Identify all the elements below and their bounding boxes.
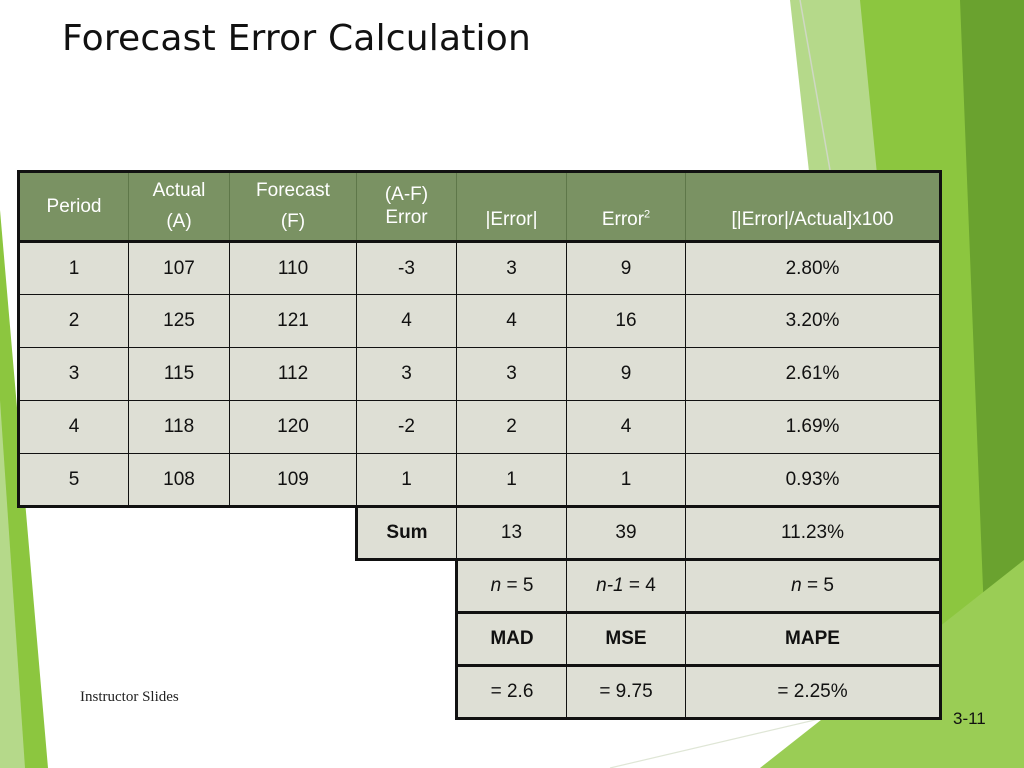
cell-error-squared: 16 [566, 294, 686, 348]
label-mad: MAD [455, 612, 567, 667]
cell-pct-error: 0.93% [685, 453, 942, 508]
header-actual: Actual (A) [128, 171, 230, 242]
result-row: = 2.6 = 9.75 = 2.25% [19, 665, 942, 720]
header-error: (A-F) Error [356, 171, 457, 242]
cell-error: 1 [356, 453, 457, 508]
cell-forecast: 121 [229, 294, 357, 348]
table-row: 2 125 121 4 4 16 3.20% [17, 294, 942, 348]
n-mad: n = 5 [455, 559, 567, 614]
cell-forecast: 120 [229, 400, 357, 454]
cell-pct-error: 2.80% [685, 240, 942, 295]
n-mse: n-1 = 4 [566, 559, 686, 614]
cell-abs-error: 1 [456, 453, 567, 508]
metric-label-row: MAD MSE MAPE [19, 612, 942, 667]
cell-pct-error: 2.61% [685, 347, 942, 401]
cell-period: 2 [17, 294, 129, 348]
label-mse: MSE [566, 612, 686, 667]
cell-period: 3 [17, 347, 129, 401]
cell-error: -2 [356, 400, 457, 454]
cell-error: -3 [356, 240, 457, 295]
left-green-stripe-light [0, 400, 25, 768]
cell-pct-error: 1.69% [685, 400, 942, 454]
cell-period: 4 [17, 400, 129, 454]
cell-forecast: 112 [229, 347, 357, 401]
cell-abs-error: 3 [456, 347, 567, 401]
sum-pct-error: 11.23% [685, 506, 942, 561]
cell-error-squared: 9 [566, 240, 686, 295]
blank-space [19, 613, 457, 666]
header-abs-error: |Error| [456, 171, 567, 242]
slide-title: Forecast Error Calculation [62, 18, 531, 59]
table-row: 1 107 110 -3 3 9 2.80% [17, 240, 942, 295]
table-row: 3 115 112 3 3 9 2.61% [17, 347, 942, 401]
sum-abs-error: 13 [456, 506, 567, 561]
sum-error-squared: 39 [566, 506, 686, 561]
cell-error-squared: 4 [566, 400, 686, 454]
footer-text: Instructor Slides [80, 689, 179, 705]
page-number: 3-11 [953, 709, 986, 728]
header-period: Period [17, 171, 129, 242]
sum-row: Sum 13 39 11.23% [19, 506, 942, 561]
n-row: n = 5 n-1 = 4 n = 5 [19, 559, 942, 614]
cell-error: 4 [356, 294, 457, 348]
result-mse: = 9.75 [566, 665, 686, 720]
table-row: 5 108 109 1 1 1 0.93% [17, 453, 942, 508]
label-mape: MAPE [685, 612, 942, 667]
cell-abs-error: 3 [456, 240, 567, 295]
header-pct-error: [|Error|/Actual]x100 [685, 171, 942, 242]
cell-period: 5 [17, 453, 129, 508]
header-error-squared: Error2 [566, 171, 686, 242]
cell-actual: 115 [128, 347, 230, 401]
header-forecast: Forecast (F) [229, 171, 357, 242]
cell-abs-error: 4 [456, 294, 567, 348]
table-row: 4 118 120 -2 2 4 1.69% [17, 400, 942, 454]
cell-actual: 118 [128, 400, 230, 454]
result-mad: = 2.6 [455, 665, 567, 720]
thin-diagonal-line [799, 0, 831, 171]
cell-actual: 108 [128, 453, 230, 508]
cell-abs-error: 2 [456, 400, 567, 454]
result-mape: = 2.25% [685, 665, 942, 720]
cell-error: 3 [356, 347, 457, 401]
cell-pct-error: 3.20% [685, 294, 942, 348]
sum-label: Sum [355, 506, 457, 561]
blank-space [19, 507, 357, 560]
cell-actual: 125 [128, 294, 230, 348]
blank-space [19, 560, 457, 613]
header-row: Period Actual (A) Forecast (F) (A-F) Err… [17, 171, 942, 242]
cell-error-squared: 9 [566, 347, 686, 401]
cell-error-squared: 1 [566, 453, 686, 508]
cell-forecast: 109 [229, 453, 357, 508]
n-mape: n = 5 [685, 559, 942, 614]
cell-forecast: 110 [229, 240, 357, 295]
forecast-error-table: Period Actual (A) Forecast (F) (A-F) Err… [17, 170, 942, 720]
cell-actual: 107 [128, 240, 230, 295]
cell-period: 1 [17, 240, 129, 295]
